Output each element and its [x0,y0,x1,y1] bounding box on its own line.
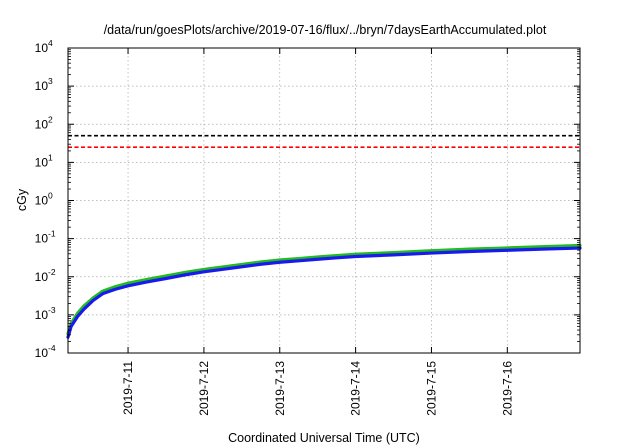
y-tick-exponent: 0 [48,191,53,201]
x-axis-label: Coordinated Universal Time (UTC) [228,431,420,445]
y-tick-label: 10 [35,117,49,131]
y-tick-label: 10 [35,308,49,322]
series-lines [66,243,582,339]
y-tick-label: 10 [35,155,49,169]
y-tick-label: 10 [35,194,49,208]
y-tick-exponent: -1 [48,229,56,239]
x-tick-label: 2019-7-11 [121,361,135,415]
y-tick-label: 10 [35,232,49,246]
y-tick-exponent: -2 [48,267,56,277]
series-line-2 [66,246,582,339]
reference-lines [68,134,580,149]
x-tick-label: 2019-7-12 [197,361,211,416]
y-tick-exponent: -4 [48,343,56,353]
y-tick-exponent: 3 [48,76,53,86]
x-tick-label: 2019-7-14 [349,361,363,416]
x-tick-labels: 2019-7-11 2019-7-12 2019-7-13 2019-7-14 2019… [121,361,514,416]
y-tick-label: 10 [35,270,49,284]
axis-ticks [68,47,580,354]
y-tick-label: 10 [35,79,49,93]
grid-lines [68,48,580,353]
y-tick-label: 10 [35,41,49,55]
x-tick-label: 2019-7-15 [424,361,438,416]
y-tick-exponent: -3 [48,305,56,315]
x-tick-label: 2019-7-16 [500,361,514,416]
y-tick-label: 10 [35,346,49,360]
x-tick-label: 2019-7-13 [273,361,287,416]
y-tick-exponent: 2 [48,114,53,124]
series-line-1 [66,243,582,336]
y-tick-exponent: 4 [48,38,53,48]
chart-title: /data/run/goesPlots/archive/2019-07-16/f… [104,23,547,37]
y-tick-exponent: 1 [48,152,53,162]
y-axis-label: cGy [15,188,29,211]
